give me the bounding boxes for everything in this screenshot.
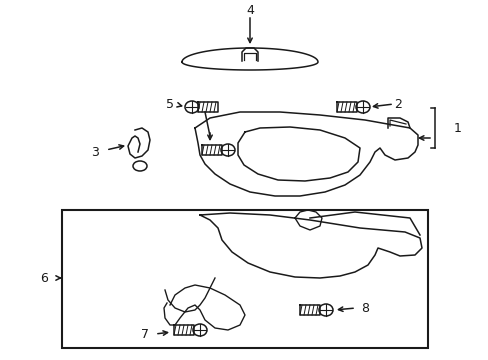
- Text: 4: 4: [245, 4, 253, 17]
- Text: 6: 6: [40, 271, 48, 284]
- Bar: [62, 210, 427, 348]
- Text: 1: 1: [453, 122, 461, 135]
- Text: 8: 8: [360, 302, 368, 315]
- Text: 7: 7: [141, 328, 149, 342]
- Text: 2: 2: [393, 98, 401, 111]
- Text: 5: 5: [165, 98, 174, 111]
- Text: 3: 3: [91, 145, 99, 158]
